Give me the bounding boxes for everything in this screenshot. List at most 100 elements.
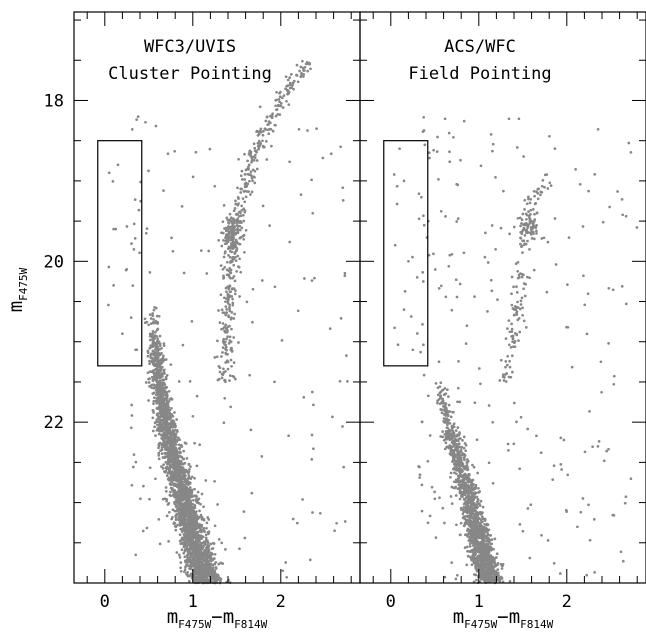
data-point-ms [210,577,214,581]
y-tick-label: 22 [44,413,64,433]
data-point-ms [469,491,473,494]
data-point-ms [169,442,172,446]
data-point-bss [132,222,136,226]
data-point-rgb [227,314,230,317]
data-point-field [287,434,290,438]
data-point-ms [183,540,186,543]
data-point-ms [484,555,488,558]
data-point-field [302,396,306,399]
data-point-rgb [303,69,306,72]
data-point-ms [492,572,495,576]
data-point-field [190,320,194,323]
data-point-rgb [237,197,240,200]
data-point-ms [153,358,157,362]
data-point-ms [167,390,171,393]
data-point-ms [446,388,449,392]
data-point-ms [486,532,489,535]
data-point-bss [138,251,141,255]
data-point-ms [451,436,455,439]
data-point-ms [161,413,165,416]
data-point-ms [158,421,161,425]
data-point-rgb [508,365,512,369]
data-point-rgb [257,147,260,151]
data-point-ms [161,385,164,389]
data-point-ms [468,545,472,548]
data-point-ms [221,562,225,565]
data-point-field [342,465,346,469]
data-point-ms [165,465,169,469]
data-point-ms [186,522,189,525]
data-point-rgb [281,106,285,109]
data-point-ms [443,402,447,405]
data-point-ms [441,430,445,433]
data-point-ms [210,552,214,556]
data-point-ms [154,334,158,338]
data-point-ms [151,312,155,315]
data-point-ms [174,492,177,496]
data-point-ms [205,569,209,573]
data-point-ms [164,427,168,431]
data-point-ms [186,469,189,473]
data-point-rgb [277,97,281,101]
data-point-rgb [244,228,248,232]
data-point-ms [475,495,479,499]
data-point-ms [180,536,184,540]
data-point-ms [464,514,468,518]
data-point-ms [189,490,193,494]
data-point-ms [445,426,449,429]
data-point-field [144,231,148,235]
data-point-ms [148,385,151,388]
data-point-ms [458,497,462,501]
data-point-ms [190,546,194,550]
data-point-ms [477,558,481,562]
data-point-ms [153,421,157,425]
data-point-ms [179,569,183,573]
data-point-ms [181,475,185,479]
data-point-ms [165,393,169,397]
data-point-bss [132,248,136,251]
data-point-ms [212,577,216,581]
data-point-field [195,464,199,468]
data-point-rgb [223,311,226,315]
data-point-field [198,443,202,447]
data-point-rgb [216,339,219,343]
data-point-ms [152,400,156,403]
data-point-field [144,120,147,124]
data-point-rgb [222,276,226,279]
data-point-ms [195,538,199,542]
data-point-ms [195,514,199,517]
data-point-field [251,287,255,291]
data-point-ms [148,347,152,350]
data-point-ms [190,511,194,515]
data-point-field [339,317,343,320]
data-point-rgb [217,309,220,312]
data-point-field [145,227,149,230]
data-point-ms [207,530,211,534]
data-point-ms [449,449,453,453]
data-point-ms [468,498,472,502]
data-point-field [229,276,232,280]
data-point-rgb [280,96,284,100]
data-point-field [251,320,254,324]
data-point-rgb [250,158,254,162]
data-point-ms [168,398,172,401]
data-point-bss [107,303,110,307]
data-point-rc [225,216,229,220]
data-point-ms [465,477,469,481]
data-point-ms [178,539,182,543]
data-point-ms [453,441,456,444]
data-point-ms [448,444,452,447]
data-point-rgb [262,145,265,149]
data-point-ms [508,580,512,583]
data-point-rgb [249,152,253,155]
data-point-ms [156,423,159,427]
data-point-ms [195,519,199,522]
data-point-ms [488,547,491,551]
data-point-rc [238,221,241,225]
data-point-ms [203,557,206,561]
data-point-ms [468,507,472,511]
data-point-rc [230,244,233,248]
data-point-ms [176,496,180,500]
data-point-ms [147,323,151,327]
